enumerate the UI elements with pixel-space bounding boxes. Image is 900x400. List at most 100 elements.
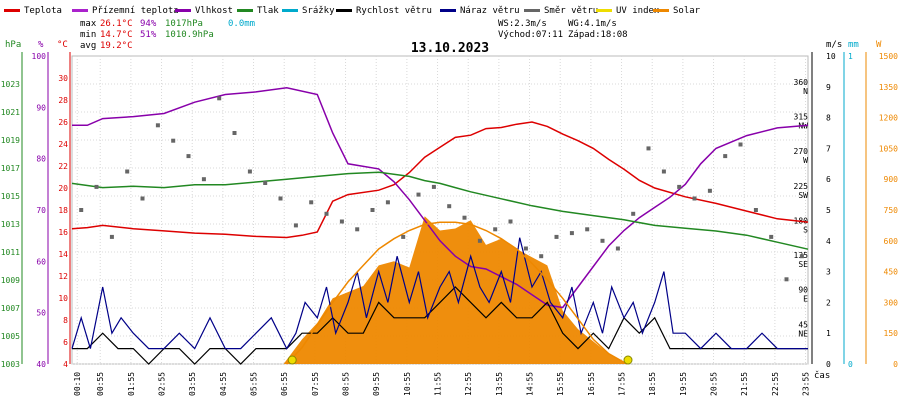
direction-tick-label: 225 <box>794 182 809 191</box>
direction-tick-label: SE <box>798 260 808 269</box>
series-line-3 <box>72 286 808 365</box>
direction-tick-label: SW <box>798 191 808 200</box>
humidity-tick-label: 50 <box>36 309 46 318</box>
legend-swatch <box>653 9 669 12</box>
wind-direction-point <box>523 246 528 251</box>
x-tick-label: 10:55 <box>403 372 412 396</box>
solar-tick-label: 1350 <box>879 83 898 92</box>
temperature-tick-label: 10 <box>58 294 68 303</box>
wind-direction-point <box>309 200 314 205</box>
wind-direction-point <box>692 196 697 201</box>
legend-label: Tlak <box>257 6 279 16</box>
temperature-tick-label: 8 <box>63 316 68 325</box>
direction-tick-label: E <box>803 295 808 304</box>
wind-direction-point <box>723 154 728 159</box>
series-line-4 <box>71 237 808 350</box>
legend-label: Solar <box>673 6 701 16</box>
wind-direction-point <box>738 142 743 147</box>
legend-label: Rychlost větru <box>356 6 432 16</box>
direction-tick-label: W <box>803 156 808 165</box>
wind-direction-point <box>324 211 329 216</box>
pressure-tick-label: 1023 <box>1 80 20 89</box>
solar-tick-label: 1500 <box>879 52 898 61</box>
stat-min-temp: 14.7°C <box>100 30 133 40</box>
x-tick-label: 07:55 <box>311 372 320 396</box>
legend-swatch <box>4 9 20 12</box>
legend-swatch <box>596 9 612 12</box>
wind-direction-point <box>416 192 421 197</box>
wind-direction-point <box>370 208 375 212</box>
wind-direction-point <box>784 277 789 282</box>
stat-max-label: max <box>80 19 97 29</box>
solar-tick-label: 1050 <box>879 144 898 153</box>
legend-label: Teplota <box>24 6 62 16</box>
series-line-1 <box>72 87 809 309</box>
wind-tick-label: 3 <box>826 268 831 277</box>
x-tick-label: 09:55 <box>372 372 381 396</box>
direction-tick-label: 90 <box>798 286 808 295</box>
wind-direction-point <box>753 208 758 212</box>
x-tick-label: 15:55 <box>556 372 565 396</box>
chart-title: 13.10.2023 <box>411 41 489 56</box>
x-tick-label: 03:55 <box>188 372 197 396</box>
direction-tick-label: 45 <box>798 320 808 329</box>
stat-max-temp: 26.1°C <box>100 19 133 29</box>
solar-tick-label: 450 <box>884 268 899 277</box>
temperature-tick-label: 4 <box>63 360 68 369</box>
series-line-2 <box>71 171 809 250</box>
pressure-tick-label: 1009 <box>1 276 20 285</box>
pressure-tick-label: 1007 <box>1 304 20 313</box>
temperature-tick-label: 20 <box>58 184 68 193</box>
x-tick-label: 00:10 <box>73 372 82 396</box>
wind-direction-point <box>615 246 620 251</box>
x-tick-label: 04:55 <box>219 372 228 396</box>
wind-direction-point <box>355 227 360 232</box>
solar-tick-label: 0 <box>893 360 898 369</box>
wind-direction-points <box>79 96 804 365</box>
temperature-tick-label: 24 <box>58 140 68 149</box>
wind-direction-point <box>247 169 252 174</box>
wind-direction-point <box>661 169 666 174</box>
pressure-tick-label: 1003 <box>1 360 20 369</box>
unit-pressure: hPa <box>5 40 21 50</box>
legend-swatch <box>175 9 191 12</box>
pressure-tick-label: 1017 <box>1 164 20 173</box>
wind-direction-point <box>431 184 436 189</box>
legend-swatch <box>440 9 456 12</box>
humidity-tick-label: 80 <box>36 155 46 164</box>
wind-direction-point <box>339 219 344 224</box>
legend-swatch <box>237 9 253 12</box>
x-tick-label: 05:55 <box>250 372 259 396</box>
direction-tick-label: NE <box>798 329 808 338</box>
rain-tick-label: 1 <box>848 52 853 61</box>
wind-tick-label: 9 <box>826 83 831 92</box>
temperature-tick-label: 14 <box>58 250 68 259</box>
legend-swatch <box>524 9 540 12</box>
unit-wind: m/s <box>826 40 842 50</box>
series-lines <box>71 87 809 365</box>
wind-direction-point <box>293 223 298 228</box>
wind-direction-point <box>125 169 130 174</box>
wind-tick-label: 10 <box>826 52 836 61</box>
wind-tick-label: 7 <box>826 144 831 153</box>
wind-direction-point <box>554 234 559 239</box>
solar-tick-label: 750 <box>884 206 899 215</box>
wind-direction-point <box>769 234 774 239</box>
wind-direction-point <box>79 208 84 212</box>
temperature-tick-label: 22 <box>58 162 68 171</box>
series-line-0 <box>71 121 809 239</box>
legend-swatch <box>282 9 298 12</box>
stat-max-hum: 94% <box>140 19 157 29</box>
solar-tick-label: 300 <box>884 298 899 307</box>
pressure-tick-label: 1019 <box>1 136 20 145</box>
wind-direction-point <box>631 211 636 216</box>
wind-tick-label: 6 <box>826 175 831 184</box>
legend-label: Vlhkost <box>195 6 233 16</box>
stat-min-hum: 51% <box>140 30 157 40</box>
pressure-tick-label: 1015 <box>1 192 20 201</box>
rain-tick-label: 0 <box>848 360 853 369</box>
legend-label: UV index <box>616 6 660 16</box>
wind-direction-point <box>600 238 605 243</box>
unit-temperature: °C <box>57 40 68 50</box>
